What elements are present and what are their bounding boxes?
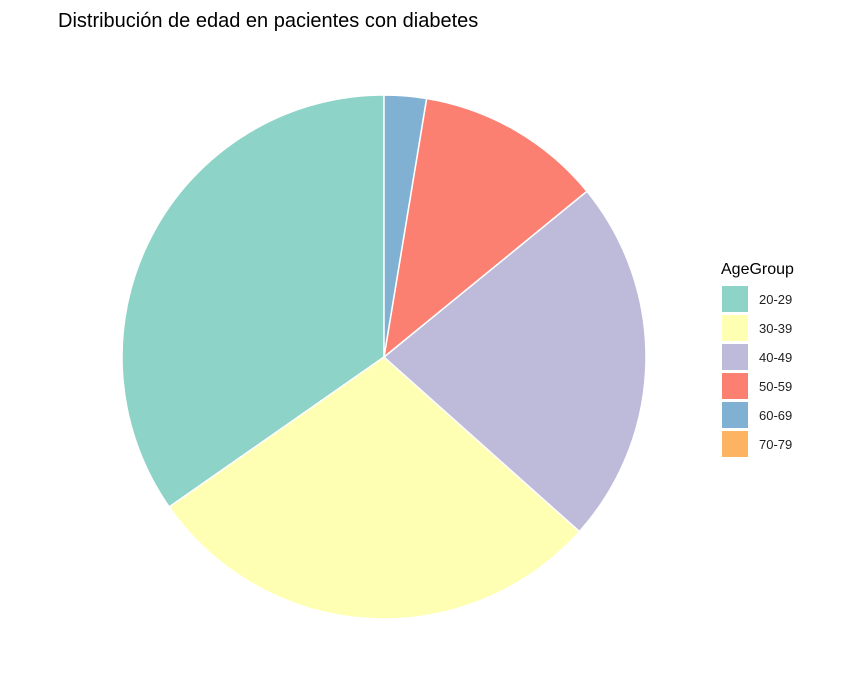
legend-label-40-49: 40-49	[759, 350, 792, 365]
pie-slice-60-69	[383, 94, 428, 358]
legend-label-60-69: 60-69	[759, 408, 792, 423]
legend-swatch-20-29	[722, 286, 748, 312]
pie-slice-30-39	[168, 356, 581, 620]
legend-swatch-30-39	[722, 315, 748, 341]
legend-swatch-40-49	[722, 344, 748, 370]
chart-title: Distribución de edad en pacientes con di…	[58, 10, 478, 32]
legend-title: AgeGroup	[721, 261, 794, 278]
legend-label-30-39: 30-39	[759, 321, 792, 336]
legend-label-50-59: 50-59	[759, 379, 792, 394]
legend-label-20-29: 20-29	[759, 292, 792, 307]
legend-label-70-79: 70-79	[759, 437, 792, 452]
legend-swatch-60-69	[722, 402, 748, 428]
legend-items: 20-29 30-39 40-49 50-59 60-69 70-79	[722, 286, 792, 457]
pie-slice-50-59	[382, 97, 588, 359]
legend-swatch-70-79	[722, 431, 748, 457]
pie-slice-20-29	[121, 94, 385, 509]
pie-slice-40-49	[382, 190, 647, 533]
pie-slices	[121, 94, 647, 620]
legend-swatch-50-59	[722, 373, 748, 399]
legend: AgeGroup 20-29 30-39 40-49 50-59 60-69 70-79	[721, 261, 794, 457]
